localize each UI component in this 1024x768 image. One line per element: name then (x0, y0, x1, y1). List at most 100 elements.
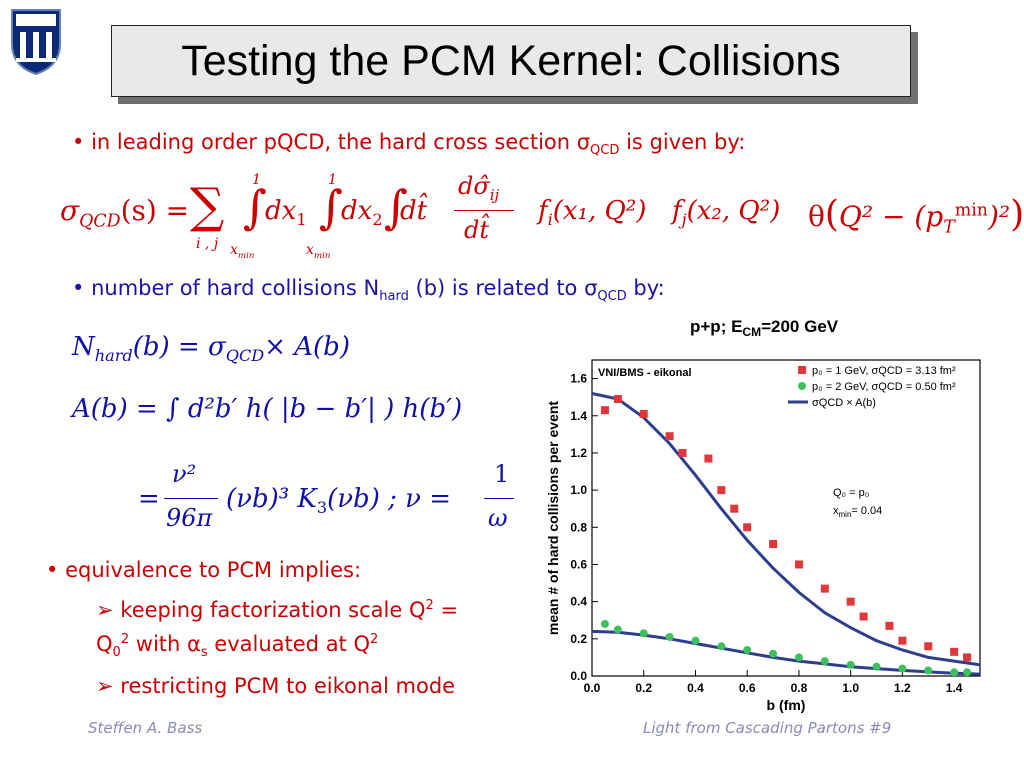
model-curve (591, 392, 981, 667)
f1-int1-sign: ∫ (243, 180, 267, 234)
data-point-square (859, 612, 868, 621)
formula-bessel: = ν² 96π (νb)³ K3(νb) ; ν = 1 ω (138, 460, 538, 540)
bullet-hard-collisions: • number of hard collisions Nhard (b) is… (72, 276, 665, 304)
data-point-square (898, 636, 907, 645)
data-point-circle (691, 636, 700, 645)
data-point-square (600, 406, 609, 415)
legend-label: p₀ = 1 GeV, σQCD = 3.13 fm² (812, 365, 956, 377)
data-point-square (924, 642, 933, 651)
bullet2-sub2: QCD (597, 289, 627, 305)
data-point-square (950, 647, 959, 656)
y-tick-label: 0.8 (570, 520, 587, 534)
x-tick-label: 0.8 (791, 681, 808, 695)
bullet-cross-section: • in leading order pQCD, the hard cross … (72, 130, 745, 158)
bullet1-text: in leading order pQCD, the hard cross se… (91, 130, 591, 154)
data-point-circle (613, 625, 622, 634)
f1-dx2: dx2 (341, 196, 383, 230)
bullet2-text: number of hard collisions N (91, 276, 380, 300)
x-tick-label: 1.2 (894, 681, 911, 695)
f4-den: 96π (166, 504, 213, 532)
slide-title: Testing the PCM Kernel: Collisions (181, 36, 841, 85)
f1-frac-den: dt̂ (464, 216, 490, 244)
f1-int2-upper: 1 (328, 172, 337, 188)
annotation-q0: Q₀ = p₀ (833, 487, 869, 499)
data-point-square (820, 584, 829, 593)
bullet-equivalence: • equivalence to PCM implies: (46, 558, 361, 582)
y-tick-label: 0.6 (570, 557, 587, 571)
data-point-circle (846, 660, 855, 669)
f1-theta: θ(Q² − (pTmin)²) (808, 194, 1024, 238)
bullet2-sub: hard (379, 289, 409, 305)
data-point-circle (769, 649, 778, 658)
data-point-square (613, 395, 622, 404)
data-point-square (963, 653, 972, 662)
data-point-circle (717, 642, 726, 651)
x-tick-label: 0.2 (635, 681, 652, 695)
data-point-square (639, 409, 648, 418)
bullet-dot: • (72, 130, 85, 154)
arrow-bullet-icon: ➢ (96, 674, 114, 698)
legend-label: p₀ = 2 GeV, σQCD = 0.50 fm² (812, 381, 956, 393)
data-point-square (743, 523, 752, 532)
f1-int1-upper: 1 (252, 172, 261, 188)
y-axis-label: mean # of hard collisions per event (545, 401, 561, 636)
x-tick-label: 1.0 (842, 681, 859, 695)
bullet2-tail: by: (626, 276, 665, 300)
y-tick-label: 1.4 (570, 409, 587, 423)
footer-author: Steffen A. Bass (88, 719, 203, 737)
data-point-square (704, 454, 713, 463)
f4-frac-bar2 (484, 498, 514, 499)
y-tick-label: 1.6 (570, 372, 587, 386)
data-point-square (794, 560, 803, 569)
university-crest-icon (8, 6, 64, 76)
y-tick-label: 1.2 (570, 446, 587, 460)
data-point-square (846, 597, 855, 606)
formula-a-of-b: A(b) = ∫ d²b′ h( |b − b′| ) h(b′) (72, 394, 463, 424)
y-tick-label: 1.0 (570, 483, 587, 497)
f1-fj: fj(x₂, Q²) (672, 196, 781, 230)
data-point-circle (743, 645, 752, 654)
subbullet-eikonal: ➢ restricting PCM to eikonal mode (96, 674, 456, 698)
bullet1-tail: is given by: (619, 130, 746, 154)
subbullet-factorization: ➢ keeping factorization scale Q2 = (96, 598, 459, 622)
f1-lhs: σ (60, 194, 80, 227)
formula-sigma-qcd: σQCD(s) = ∑ i , j 1 ∫ xmin dx1 1 ∫ xmin … (60, 172, 1024, 262)
data-point-circle (820, 657, 829, 666)
f1-sum-sub: i , j (196, 236, 219, 252)
x-tick-label: 0.4 (687, 681, 704, 695)
f1-int1-lower: xmin (230, 242, 255, 261)
data-point-square (730, 504, 739, 513)
y-tick-label: 0.4 (570, 595, 587, 609)
legend-marker-square (798, 366, 806, 374)
data-point-circle (924, 666, 933, 675)
f4-lead: = (138, 484, 160, 514)
hard-collisions-chart: p+p; ECM=200 GeV 0.0 0.2 0.4 0.6 0.8 1.0 1.2 1.… (545, 317, 981, 713)
x-tick-label: 0.6 (739, 681, 756, 695)
bullet3-text: equivalence to PCM implies: (65, 558, 362, 582)
f1-lhs-sub: QCD (79, 211, 121, 232)
data-point-square (885, 621, 894, 630)
data-point-circle (794, 653, 803, 662)
footer-talk-title: Light from Cascading Partons #9 (643, 719, 892, 737)
crest-shape (11, 9, 61, 76)
data-point-circle (963, 668, 972, 677)
data-point-square (769, 540, 778, 549)
slide-title-box: Testing the PCM Kernel: Collisions (111, 25, 911, 97)
y-tick-label: 0.0 (570, 669, 587, 683)
f1-frac-num: dσ̂ij (458, 172, 500, 204)
y-tick-label: 0.2 (570, 632, 587, 646)
f1-int2-lower: xmin (306, 242, 331, 261)
f1-dt: dt̂ (400, 196, 428, 226)
f4-mid: (νb)³ K3(νb) ; ν = (226, 484, 451, 518)
data-point-circle (898, 664, 907, 673)
data-point-circle (600, 619, 609, 628)
data-point-circle (872, 662, 881, 671)
bullet2-mid: (b) is related to σ (408, 276, 598, 300)
model-label: VNI/BMS - eikonal (598, 367, 692, 379)
data-point-square (665, 432, 674, 441)
formula-n-hard: Nhard(b) = σQCD× A(b) (72, 332, 350, 366)
x-axis-label: b (fm) (767, 697, 806, 713)
data-point-square (678, 448, 687, 457)
data-point-circle (665, 632, 674, 641)
bullet1-sub: QCD (590, 143, 620, 159)
